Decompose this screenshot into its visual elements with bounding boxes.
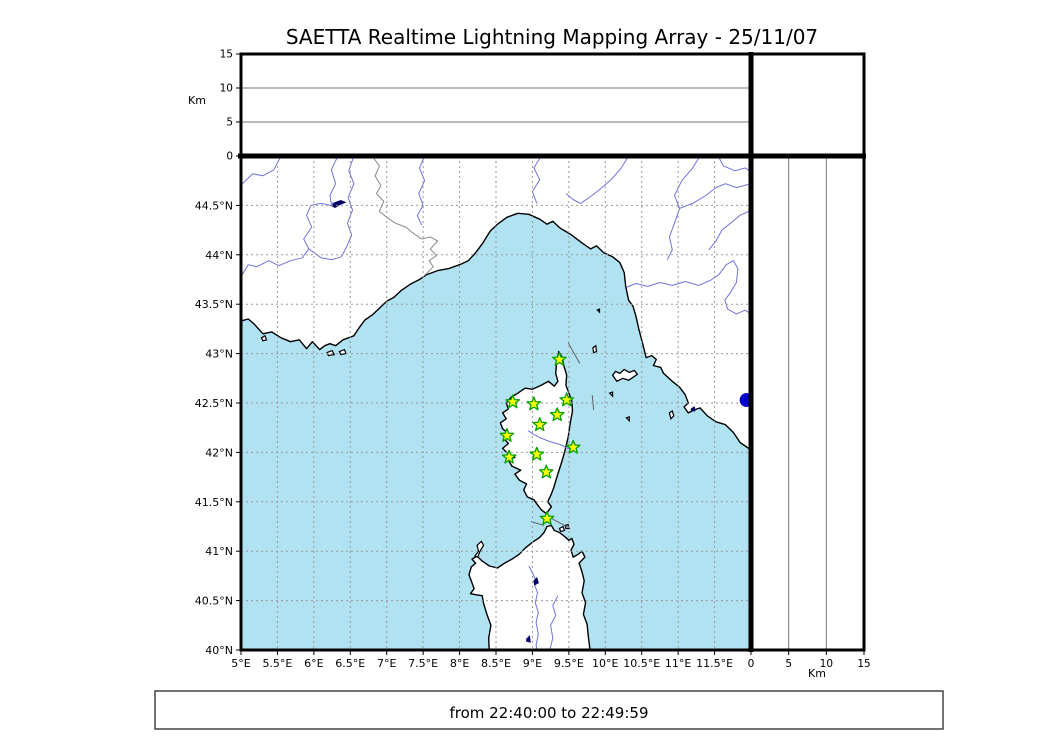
axis-tick-label: 6.5°E [335, 657, 365, 670]
mainland-coastline [241, 212, 751, 451]
axis-tick-label: 5 [785, 658, 792, 670]
station-star [565, 439, 581, 454]
small-island [473, 540, 485, 558]
axis-tick-label: 6°E [304, 657, 323, 670]
station-star [532, 417, 548, 432]
axis-tick-label: 40°N [205, 644, 233, 657]
lake [690, 406, 696, 412]
axis-tick-label: 15 [857, 658, 870, 670]
axis-tick-label: 9.5°E [554, 657, 584, 670]
river [416, 156, 426, 226]
elba-island [611, 368, 639, 383]
maritime-boundary [549, 517, 571, 529]
axis-tick-label: 10 [220, 83, 233, 95]
lake [533, 576, 539, 586]
station-star [549, 407, 565, 422]
axis-tick-label: 10 [820, 658, 833, 670]
small-island [608, 391, 614, 398]
lake [330, 199, 347, 208]
axis-tick-label: 10.5°E [623, 657, 660, 670]
axis-tick-label: 43.5°N [195, 298, 233, 311]
axis-tick-label: 11°E [665, 657, 691, 670]
lightning-point [739, 393, 751, 408]
river [308, 156, 355, 261]
time-range-box [154, 690, 944, 730]
sardinia-island [468, 524, 591, 650]
river [241, 156, 282, 186]
station-star [559, 392, 574, 407]
station-star [539, 510, 555, 525]
axis-tick-label: 0 [748, 658, 755, 670]
chart-title: SAETTA Realtime Lightning Mapping Array … [286, 25, 818, 49]
small-island [592, 344, 598, 354]
small-island [668, 409, 675, 420]
river [241, 156, 341, 277]
axis-tick-label: 7.5°E [408, 657, 438, 670]
time-range-text: from 22:40:00 to 22:49:59 [449, 704, 648, 722]
axis-tick-label: 42°N [205, 446, 233, 459]
altitude-top-axis-label: Km [188, 94, 206, 107]
small-island [596, 308, 601, 314]
station-star [538, 464, 554, 479]
altitude-top-frame [239, 52, 753, 158]
river [679, 183, 751, 209]
station-star [499, 427, 515, 442]
axis-tick-label: 15 [220, 49, 233, 61]
axis-tick-label: 9°E [523, 657, 542, 670]
river [717, 156, 751, 173]
axis-tick-label: 5°E [231, 657, 250, 670]
station-star [505, 394, 521, 409]
axis-tick-label: 41.5°N [195, 496, 233, 509]
altitude-right-axis-label: Km [808, 667, 826, 680]
small-island [260, 334, 268, 342]
axis-tick-label: 40.5°N [195, 595, 233, 608]
country-border [371, 156, 439, 276]
corsica-island [499, 350, 574, 515]
axis-tick-label: 41°N [205, 545, 233, 558]
altitude-right-frame [749, 154, 866, 652]
axis-tick-label: 44°N [205, 249, 233, 262]
axis-tick-label: 11.5°E [696, 657, 733, 670]
small-island [558, 525, 566, 533]
axis-tick-label: 5.5°E [262, 657, 292, 670]
axis-tick-label: 42.5°N [195, 397, 233, 410]
river [565, 156, 630, 204]
station-star [526, 396, 542, 411]
river [531, 156, 542, 204]
corner-frame [749, 52, 866, 158]
axis-tick-label: 44.5°N [195, 199, 233, 212]
small-island [625, 415, 630, 423]
maritime-boundary [567, 342, 581, 364]
river [549, 595, 559, 650]
river [528, 565, 539, 650]
axis-tick-label: 7°E [377, 657, 396, 670]
river [626, 260, 751, 315]
river [527, 430, 572, 450]
station-star [529, 446, 545, 461]
small-island [326, 349, 336, 357]
axis-tick-label: 43°N [205, 348, 233, 361]
axis-tick-label: 10°E [592, 657, 618, 670]
station-star [552, 351, 567, 366]
station-star [501, 449, 517, 464]
axis-tick-label: 8°E [450, 657, 469, 670]
maritime-boundary [530, 521, 545, 526]
axis-tick-label: 5 [226, 117, 233, 129]
axis-tick-label: 0 [226, 151, 233, 163]
axis-tick-label: 8.5°E [481, 657, 511, 670]
lake [526, 635, 531, 643]
map-points-layer [499, 351, 751, 525]
axis-ticks-layer: 5°E 5.5°E 6°E 6.5°E 7°E 7.5°E 8°E 8.5°E 9°E 9.5°E… [195, 49, 871, 671]
